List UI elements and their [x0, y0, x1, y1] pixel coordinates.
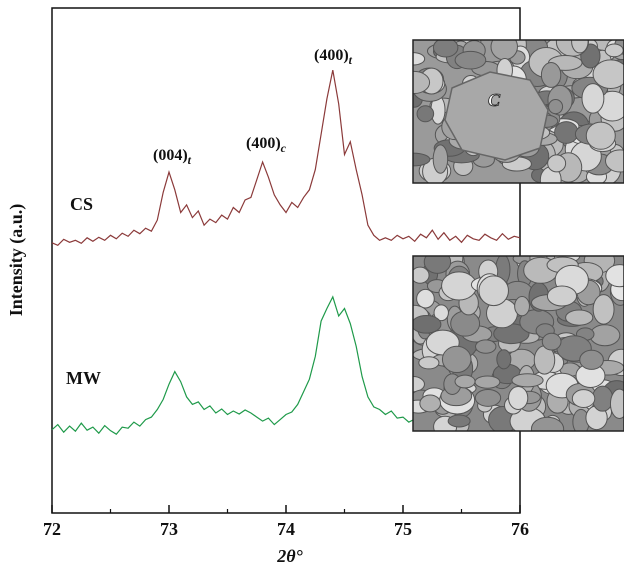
grain — [490, 40, 518, 61]
grain — [581, 83, 605, 114]
grain — [475, 339, 497, 354]
grain — [423, 256, 452, 274]
grain — [511, 373, 544, 388]
inset-image — [412, 255, 624, 432]
grain — [591, 385, 614, 412]
peak-annotation: (004)t — [153, 147, 192, 167]
grain — [432, 144, 449, 174]
grain — [433, 304, 449, 322]
grain — [416, 288, 435, 309]
grain — [416, 105, 435, 123]
grain — [571, 389, 596, 409]
grain — [418, 356, 440, 370]
grain — [548, 99, 564, 115]
grain — [554, 121, 579, 144]
grain — [605, 264, 624, 288]
grain — [514, 295, 530, 317]
peak-annotation: (400)t — [314, 47, 353, 67]
inset-label: C — [488, 90, 501, 110]
peak-annotation: (400)c — [246, 135, 287, 155]
series-line — [51, 69, 521, 247]
grain — [585, 121, 616, 150]
grain — [540, 62, 562, 88]
grain — [447, 414, 471, 428]
grains — [413, 40, 624, 183]
grain — [496, 349, 512, 370]
large-grain — [444, 71, 549, 161]
grain — [605, 149, 624, 173]
inset-image — [412, 39, 624, 184]
grain — [565, 309, 594, 326]
grain — [432, 40, 459, 58]
grains — [413, 256, 624, 431]
x-tick-label: 76 — [511, 519, 529, 539]
grain — [454, 374, 476, 389]
grain — [419, 394, 442, 413]
grain — [530, 416, 565, 431]
x-tick-label: 72 — [43, 519, 61, 539]
grain — [474, 388, 502, 407]
grain — [441, 345, 472, 374]
series-label: MW — [66, 368, 101, 388]
grain — [508, 385, 529, 410]
grain — [547, 154, 567, 173]
grain — [413, 70, 431, 94]
grain — [589, 324, 621, 347]
x-axis-label: 2θ° — [276, 546, 303, 566]
grain — [413, 314, 442, 334]
grain — [592, 59, 624, 89]
grain — [541, 332, 562, 351]
grain — [609, 388, 624, 419]
inset-frame — [412, 39, 624, 184]
x-tick-label: 75 — [394, 519, 412, 539]
grain — [546, 285, 578, 307]
series-label: CS — [70, 194, 93, 214]
grain — [571, 40, 589, 54]
y-axis-label: Intensity (a.u.) — [6, 204, 27, 317]
grain — [604, 43, 624, 58]
grain — [579, 349, 604, 370]
x-tick-label: 73 — [160, 519, 178, 539]
grain — [450, 310, 481, 337]
grain — [592, 294, 615, 325]
grain — [474, 375, 501, 389]
grain — [478, 275, 509, 307]
grain — [454, 50, 487, 70]
grain — [413, 266, 430, 284]
inset-frame — [412, 255, 624, 432]
x-tick-label: 74 — [277, 519, 295, 539]
